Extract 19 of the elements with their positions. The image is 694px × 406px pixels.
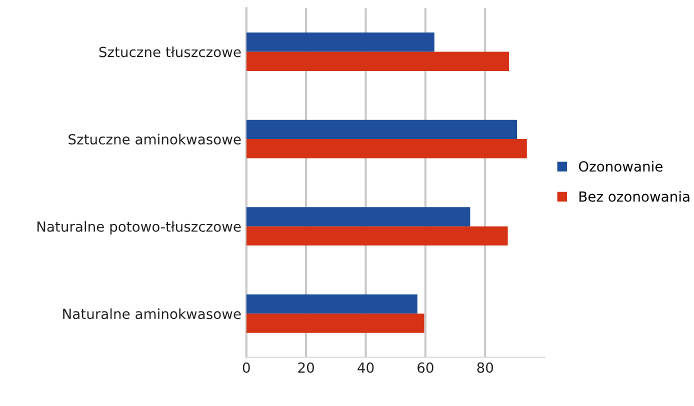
legend-label: Bez ozonowania bbox=[579, 191, 690, 202]
y-tick-label: Naturalne potowo-tłuszczowe bbox=[37, 221, 241, 235]
bar bbox=[246, 226, 508, 246]
y-tick-label: Naturalne aminokwasowe bbox=[63, 308, 241, 320]
y-tick-label: Sztuczne aminokwasowe bbox=[68, 134, 241, 145]
bar bbox=[246, 139, 527, 158]
legend-label: Ozonowanie bbox=[578, 160, 662, 172]
x-tick-label: 60 bbox=[418, 362, 434, 373]
x-tick-label: 20 bbox=[298, 362, 314, 373]
bar bbox=[246, 294, 418, 314]
x-tick-label: 40 bbox=[358, 362, 374, 373]
bar bbox=[246, 314, 424, 333]
x-tick-label: 0 bbox=[242, 362, 250, 373]
x-tick-label: 80 bbox=[477, 362, 494, 373]
bar bbox=[246, 32, 434, 52]
bar bbox=[246, 52, 509, 71]
y-tick-label: Sztuczne tłuszczowe bbox=[99, 46, 241, 58]
bar bbox=[246, 207, 470, 226]
bar bbox=[246, 120, 518, 140]
